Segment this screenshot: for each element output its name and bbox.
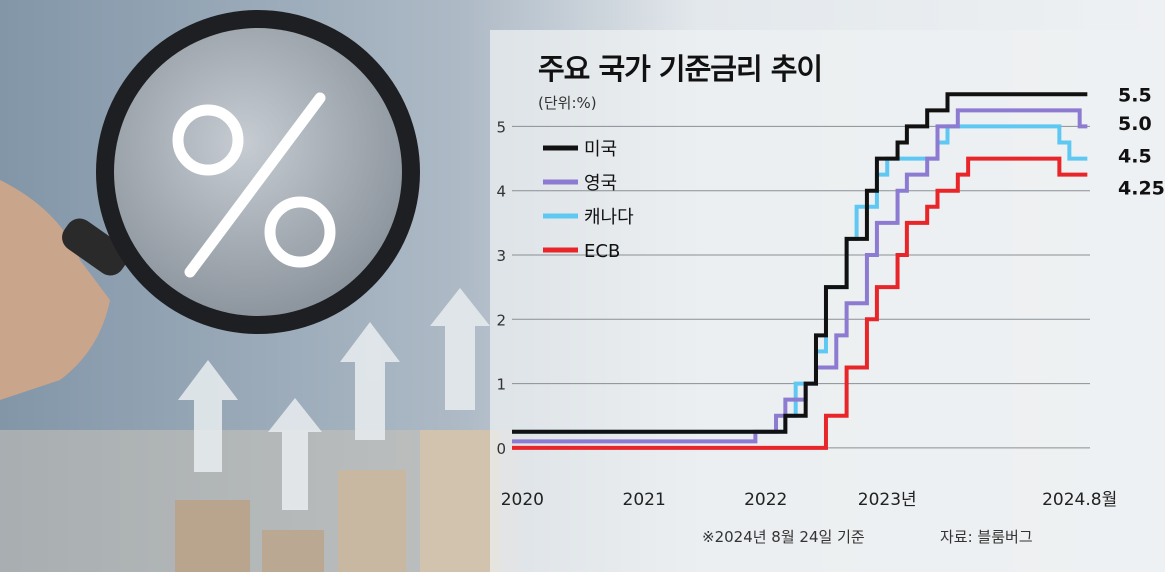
unit-label: (단위:%) (538, 94, 597, 112)
arrow-up-icon (178, 288, 490, 510)
x-tick-label: 2020 (501, 490, 544, 510)
y-tick-label: 1 (496, 376, 506, 394)
y-tick-label: 2 (496, 311, 506, 329)
legend-label: 미국 (584, 139, 617, 160)
x-tick-label: 2021 (623, 490, 666, 510)
coin-stacks (175, 430, 500, 572)
percent-icon (172, 92, 336, 278)
end-value-label: 4.5 (1118, 145, 1152, 167)
series-line-1 (512, 92, 1088, 434)
y-tick-label: 5 (496, 118, 506, 136)
reference-date-note: ※2024년 8월 24일 기준 (702, 528, 865, 546)
series-line-2 (512, 108, 1088, 444)
x-tick-label: 2024.8월 (1042, 490, 1117, 510)
end-value-label: 5.0 (1118, 113, 1152, 135)
series-line-3 (512, 124, 1088, 434)
end-value-label: 5.5 (1118, 84, 1152, 106)
chart-title: 주요 국가 기준금리 추이 (538, 52, 823, 86)
y-tick-label: 3 (496, 247, 506, 265)
y-tick-label: 4 (496, 183, 506, 201)
x-tick-label: 2023년 (858, 490, 917, 510)
series-line-4 (512, 156, 1088, 450)
legend-label: 영국 (584, 173, 617, 194)
end-value-label: 4.25 (1118, 178, 1165, 200)
legend-label: 캐나다 (584, 207, 634, 228)
legend-label: ECB (584, 241, 620, 262)
y-tick-label: 0 (496, 440, 506, 458)
source-label: 자료: 블룸버그 (940, 528, 1033, 546)
x-tick-label: 2022 (744, 490, 787, 510)
